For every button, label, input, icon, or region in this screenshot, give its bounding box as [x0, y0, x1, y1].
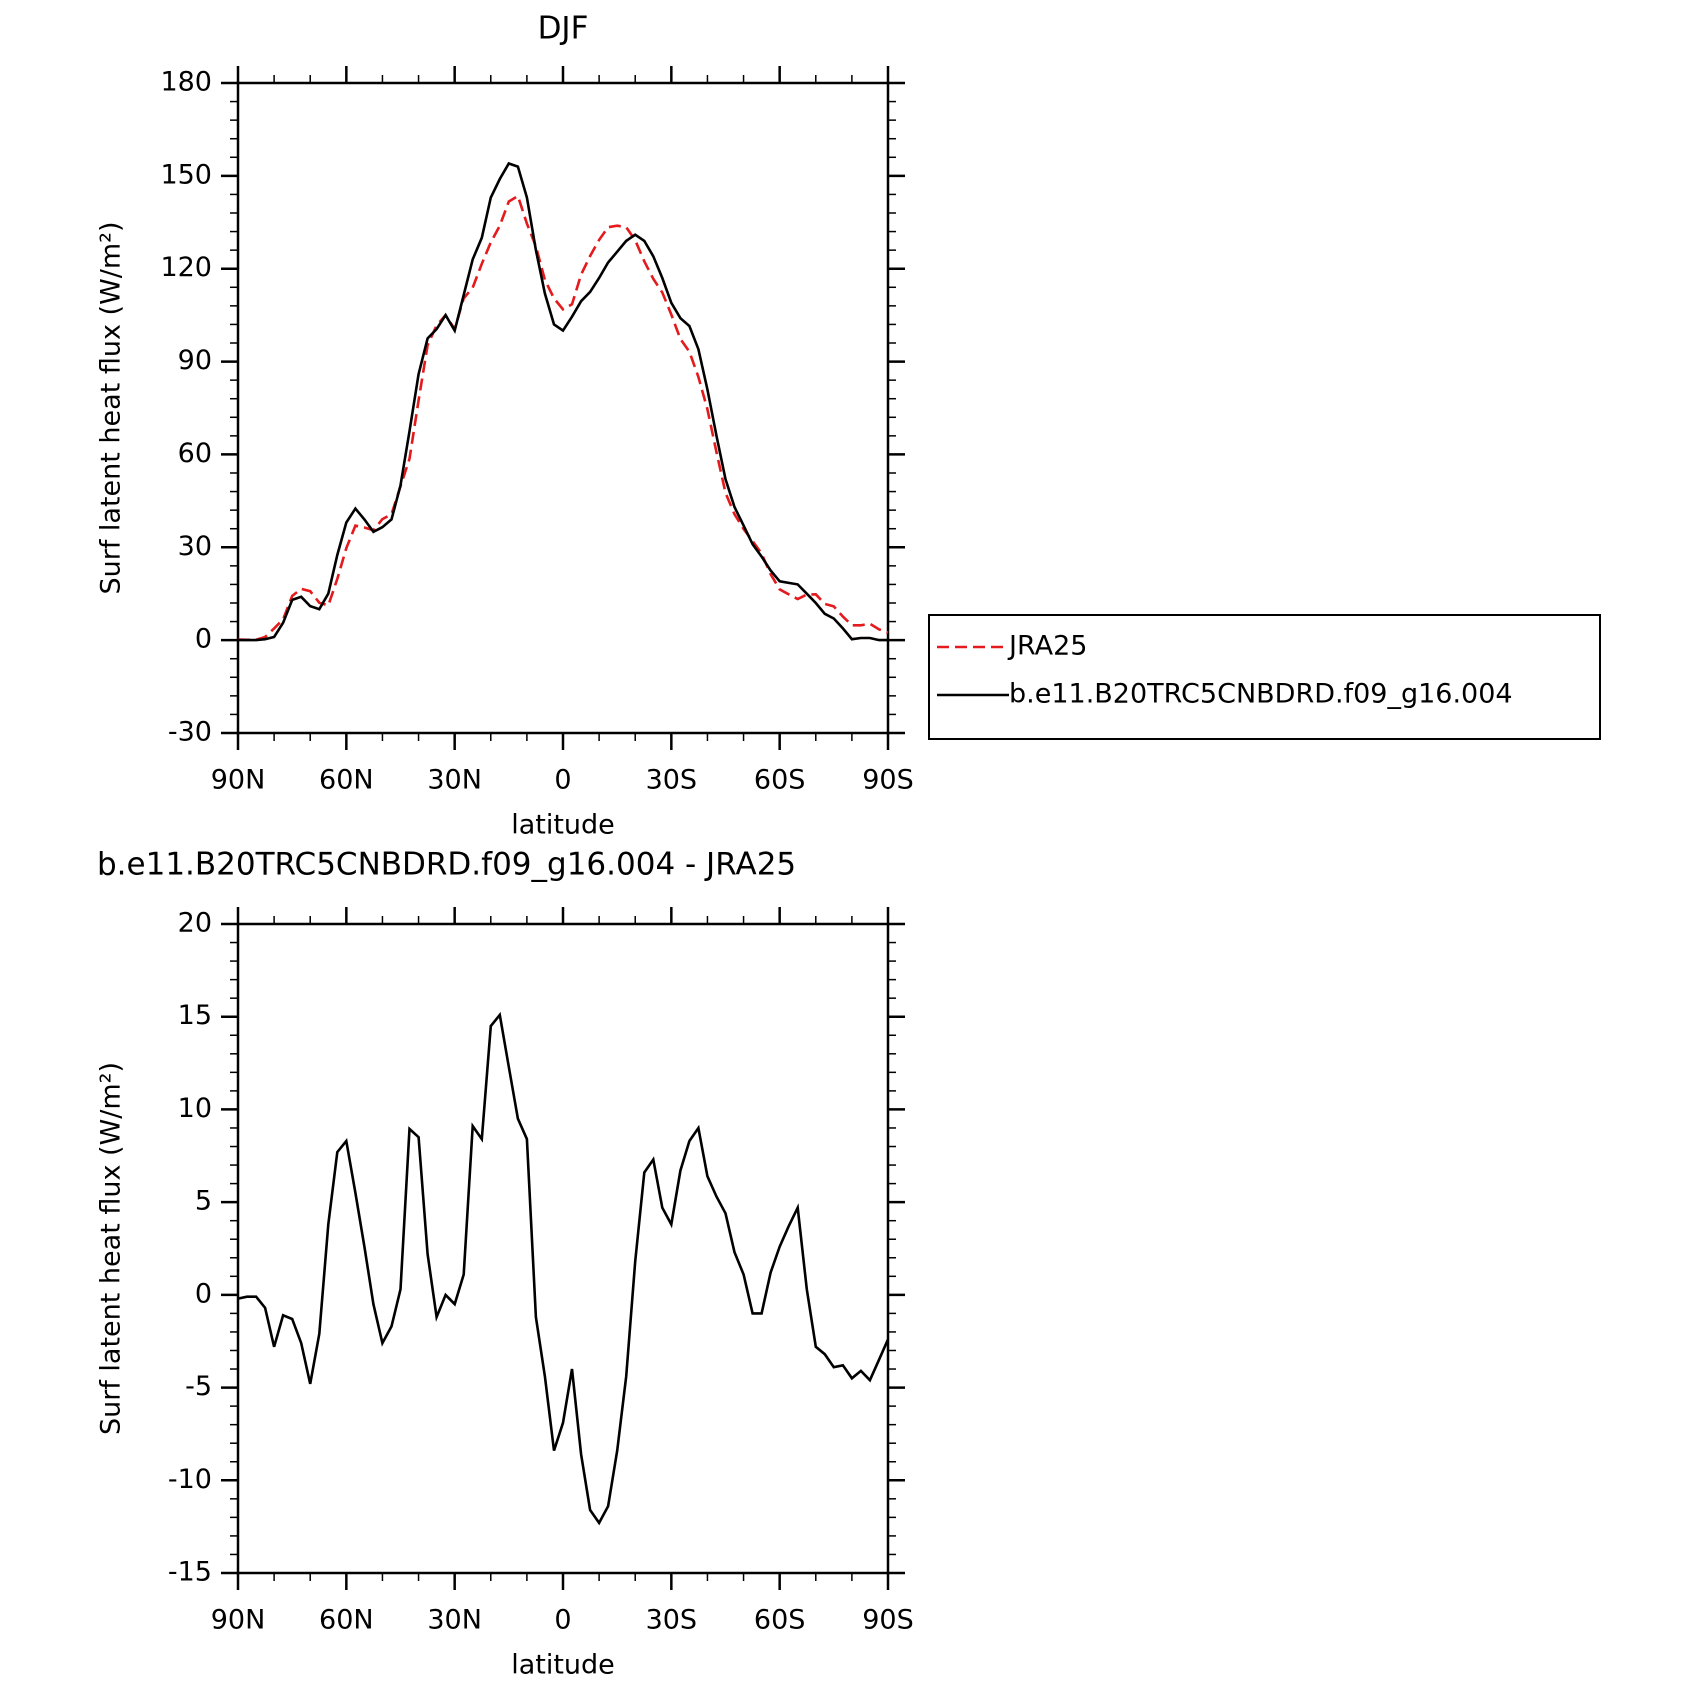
x-tick-label: 90N	[211, 765, 266, 796]
y-tick-label: 20	[178, 908, 212, 939]
data-line	[237, 1011, 890, 1526]
legend-label: b.e11.B20TRC5CNBDRD.f09_g16.004	[1009, 679, 1513, 710]
y-tick-label: 60	[178, 438, 212, 469]
y-tick-label: -5	[185, 1371, 212, 1402]
y-tick-label: 15	[178, 1000, 212, 1031]
chart-title: DJF	[538, 11, 589, 47]
y-tick-label: 0	[195, 624, 212, 655]
x-tick-label: 0	[554, 765, 571, 796]
y-axis-label: Surf latent heat flux (W/m²)	[96, 1062, 127, 1435]
y-tick-label: 30	[178, 531, 212, 562]
x-tick-label: 60N	[319, 765, 374, 796]
y-tick-label: -15	[168, 1557, 212, 1588]
y-tick-label: 90	[178, 345, 212, 376]
x-tick-label: 90N	[211, 1605, 266, 1636]
data-line	[237, 194, 889, 642]
x-tick-label: 30S	[646, 765, 698, 796]
plot-frame	[236, 922, 890, 1575]
plot-frame	[236, 81, 890, 735]
legend-label: JRA25	[1007, 631, 1087, 662]
x-axis-label: latitude	[511, 1650, 615, 1681]
chart-title: b.e11.B20TRC5CNBDRD.f09_g16.004 - JRA25	[97, 847, 796, 883]
x-tick-label: 60S	[754, 765, 806, 796]
y-tick-label: 150	[160, 159, 212, 190]
x-tick-label: 30N	[427, 765, 482, 796]
y-tick-label: 5	[195, 1186, 212, 1217]
y-tick-label: 0	[195, 1278, 212, 1309]
y-tick-label: -30	[168, 717, 212, 748]
x-tick-label: 60S	[754, 1605, 806, 1636]
x-tick-label: 0	[554, 1605, 571, 1636]
x-tick-label: 30S	[646, 1605, 698, 1636]
legend-box	[928, 614, 1601, 740]
x-tick-label: 30N	[427, 1605, 482, 1636]
y-axis-label: Surf latent heat flux (W/m²)	[96, 221, 127, 594]
y-tick-label: 120	[160, 252, 212, 283]
y-tick-label: 10	[178, 1093, 212, 1124]
y-tick-label: 180	[160, 67, 212, 98]
data-line	[238, 161, 888, 642]
x-tick-label: 90S	[862, 1605, 914, 1636]
x-tick-label: 90S	[862, 765, 914, 796]
x-tick-label: 60N	[319, 1605, 374, 1636]
x-axis-label: latitude	[511, 810, 615, 841]
y-tick-label: -10	[168, 1464, 212, 1495]
